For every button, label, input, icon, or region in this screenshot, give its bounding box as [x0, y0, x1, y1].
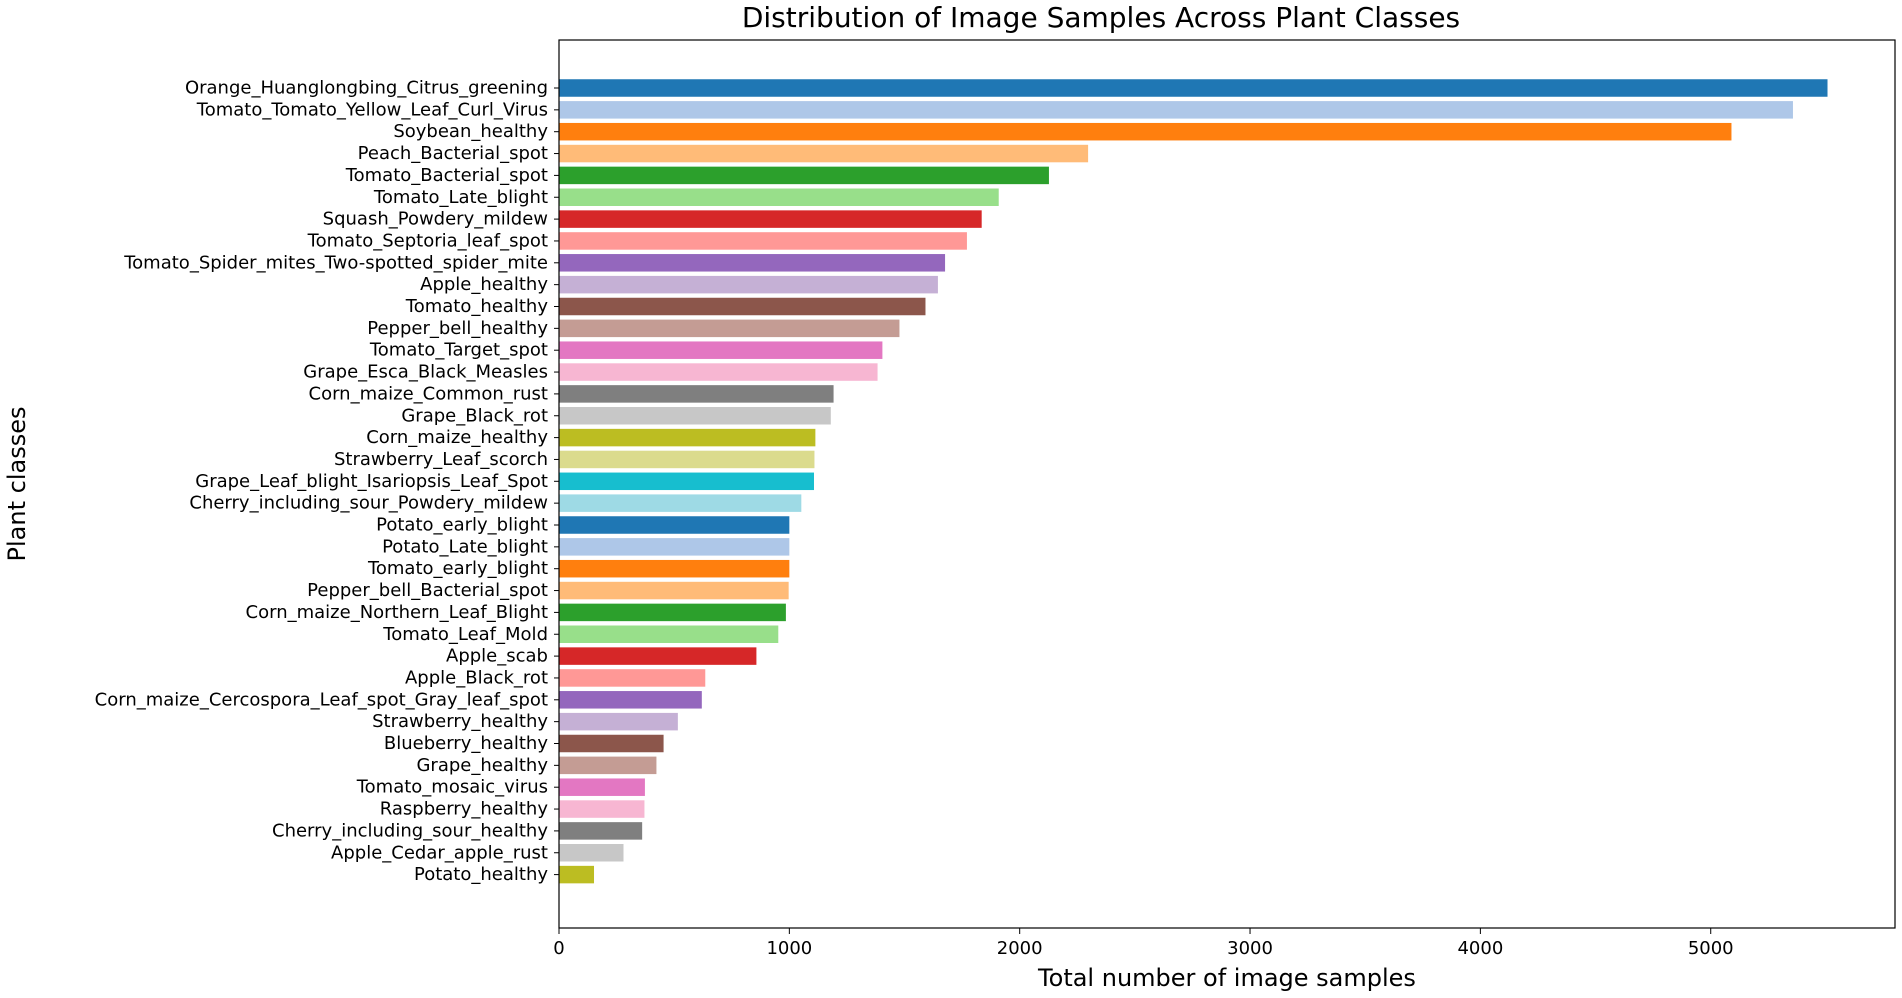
bar-14 — [559, 385, 834, 403]
category-label: Pepper_bell_Bacterial_spot — [307, 580, 548, 601]
category-label: Tomato_Tomato_Yellow_Leaf_Curl_Virus — [196, 99, 548, 120]
category-label: Grape_Black_rot — [401, 405, 548, 426]
bar-30 — [559, 734, 664, 753]
category-label: Tomato_Spider_mites_Two-spotted_spider_m… — [123, 252, 548, 273]
bar-36 — [559, 865, 595, 884]
category-label: Peach_Bacterial_spot — [358, 143, 548, 164]
bar-13 — [559, 363, 878, 381]
bar-16 — [559, 428, 816, 447]
bar-29 — [559, 712, 678, 731]
bars-group — [559, 79, 1828, 884]
category-label: Cherry_including_sour_healthy — [272, 820, 548, 841]
bar-18 — [559, 472, 814, 491]
bar-26 — [559, 647, 757, 665]
bar-6 — [559, 210, 982, 228]
bar-33 — [559, 800, 645, 818]
bar-35 — [559, 844, 624, 862]
bar-21 — [559, 538, 790, 556]
category-label: Tomato_mosaic_virus — [356, 777, 548, 798]
bar-2 — [559, 122, 1732, 141]
category-label: Tomato_Late_blight — [373, 187, 548, 208]
bar-19 — [559, 494, 802, 512]
bar-25 — [559, 625, 779, 643]
bar-12 — [559, 341, 883, 359]
x-tick-label: 4000 — [1457, 938, 1503, 959]
category-label: Potato_healthy — [414, 864, 548, 885]
x-tick-label: 1000 — [766, 938, 812, 959]
category-label: Blueberry_healthy — [384, 733, 548, 754]
category-label: Corn_maize_Cercospora_Leaf_spot_Gray_lea… — [95, 689, 548, 710]
category-label: Grape_Leaf_blight_Isariopsis_Leaf_Spot — [195, 471, 548, 492]
bar-9 — [559, 275, 938, 294]
category-label: Potato_Late_blight — [382, 536, 548, 557]
bar-28 — [559, 691, 702, 709]
category-label: Tomato_Septoria_leaf_spot — [307, 230, 548, 251]
category-label: Soybean_healthy — [393, 121, 548, 142]
category-label: Tomato_Leaf_Mold — [382, 624, 548, 645]
bar-1 — [559, 101, 1793, 119]
category-label: Pepper_bell_healthy — [367, 318, 548, 339]
category-label: Strawberry_healthy — [372, 711, 548, 732]
category-label: Raspberry_healthy — [380, 799, 549, 820]
bar-23 — [559, 581, 789, 600]
x-axis-ticks: 0 1000 2000 3000 4000 5000 — [553, 928, 1734, 959]
chart-title: Distribution of Image Samples Across Pla… — [742, 1, 1460, 34]
bar-0 — [559, 79, 1828, 97]
category-label: Squash_Powdery_mildew — [323, 209, 548, 230]
category-label: Apple_Black_rot — [405, 667, 548, 688]
bar-7 — [559, 232, 967, 250]
category-label: Tomato_early_blight — [367, 558, 548, 579]
category-label: Tomato_healthy — [405, 296, 549, 317]
category-label: Apple_healthy — [420, 274, 548, 295]
x-tick-label: 3000 — [1227, 938, 1273, 959]
bar-31 — [559, 756, 657, 775]
bar-4 — [559, 166, 1049, 185]
category-label: Apple_scab — [446, 646, 548, 667]
bar-11 — [559, 319, 900, 338]
bar-20 — [559, 516, 790, 534]
x-axis-title: Total number of image samples — [1037, 964, 1416, 992]
category-label: Orange_Huanglongbing_Citrus_greening — [185, 78, 548, 99]
x-tick-label: 5000 — [1688, 938, 1734, 959]
bar-17 — [559, 450, 815, 469]
category-label: Apple_Cedar_apple_rust — [331, 842, 548, 863]
bar-5 — [559, 188, 999, 206]
category-label: Tomato_Target_spot — [369, 340, 548, 361]
category-label: Grape_Esca_Black_Measles — [303, 362, 548, 383]
bar-22 — [559, 559, 790, 578]
bar-15 — [559, 407, 831, 425]
bar-8 — [559, 254, 946, 272]
bar-24 — [559, 603, 786, 622]
bar-34 — [559, 822, 643, 840]
plot-frame — [558, 39, 1896, 929]
category-labels: Orange_Huanglongbing_Citrus_greeningToma… — [95, 78, 559, 885]
x-tick-label: 2000 — [997, 938, 1043, 959]
bar-10 — [559, 297, 926, 316]
bar-32 — [559, 778, 645, 796]
x-tick-label: 0 — [553, 938, 564, 959]
category-label: Corn_maize_healthy — [366, 427, 548, 448]
category-label: Grape_healthy — [416, 755, 548, 776]
category-label: Tomato_Bacterial_spot — [345, 165, 548, 186]
category-label: Corn_maize_Northern_Leaf_Blight — [246, 602, 548, 623]
category-label: Strawberry_Leaf_scorch — [334, 449, 548, 470]
category-label: Potato_early_blight — [376, 515, 548, 536]
bar-27 — [559, 669, 706, 687]
bar-3 — [559, 144, 1089, 163]
y-axis-title: Plant classes — [3, 407, 31, 562]
category-label: Corn_maize_Common_rust — [309, 383, 548, 404]
category-label: Cherry_including_sour_Powdery_mildew — [189, 493, 548, 514]
